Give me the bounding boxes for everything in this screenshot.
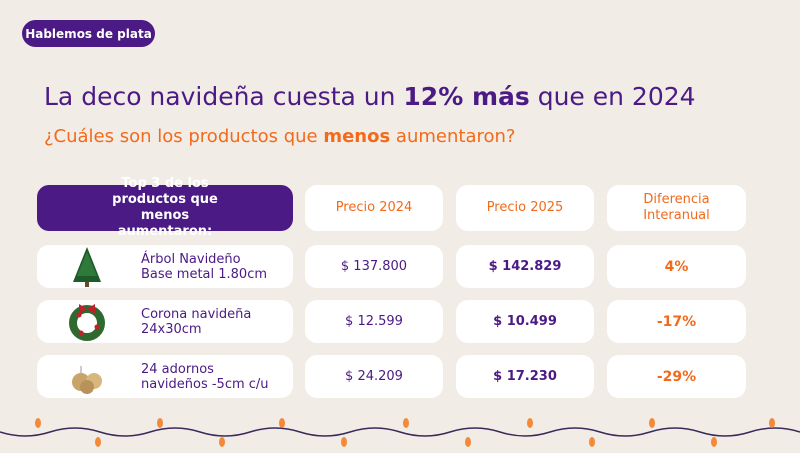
product-name: Árbol Navideño Base metal 1.80cm: [141, 251, 268, 282]
product-name: Corona navideña 24x30cm: [141, 306, 252, 337]
difference: 4%: [607, 245, 746, 288]
price-2025: $ 142.829: [456, 245, 594, 288]
ornaments-icon: [72, 365, 102, 394]
price-2024: $ 12.599: [305, 300, 443, 343]
tree-icon: [73, 246, 101, 287]
price-2024: $ 24.209: [305, 355, 443, 398]
price-2024: $ 137.800: [305, 245, 443, 288]
column-header: Precio 2024: [305, 185, 443, 231]
subtitle-emphasis: menos: [323, 126, 391, 147]
subtitle-text: aumentaron?: [390, 126, 516, 147]
product-cell: 24 adornos navideños -5cm c/u: [37, 355, 293, 398]
title-emphasis: 12% más: [403, 82, 530, 111]
subtitle: ¿Cuáles son los productos que menos aume…: [44, 126, 515, 147]
product-cell: Corona navideña 24x30cm: [37, 300, 293, 343]
price-2025: $ 17.230: [456, 355, 594, 398]
difference: -29%: [607, 355, 746, 398]
product-cell: Árbol Navideño Base metal 1.80cm: [37, 245, 293, 288]
column-header: Diferencia Interanual: [607, 185, 746, 231]
product-name: 24 adornos navideños -5cm c/u: [141, 361, 269, 392]
title-text: La deco navideña cuesta un: [44, 82, 404, 111]
wreath-icon: [69, 303, 105, 341]
string-lights: [0, 418, 800, 447]
title: La deco navideña cuesta un 12% más que e…: [44, 82, 696, 111]
column-header: Precio 2025: [456, 185, 594, 231]
column-header: Top 3 de los productos que menos aumenta…: [37, 176, 293, 239]
badge: Hablemos de plata: [22, 20, 155, 47]
subtitle-text: ¿Cuáles son los productos que: [44, 126, 324, 147]
difference: -17%: [607, 300, 746, 343]
title-text: que en 2024: [529, 82, 696, 111]
price-2025: $ 10.499: [456, 300, 594, 343]
